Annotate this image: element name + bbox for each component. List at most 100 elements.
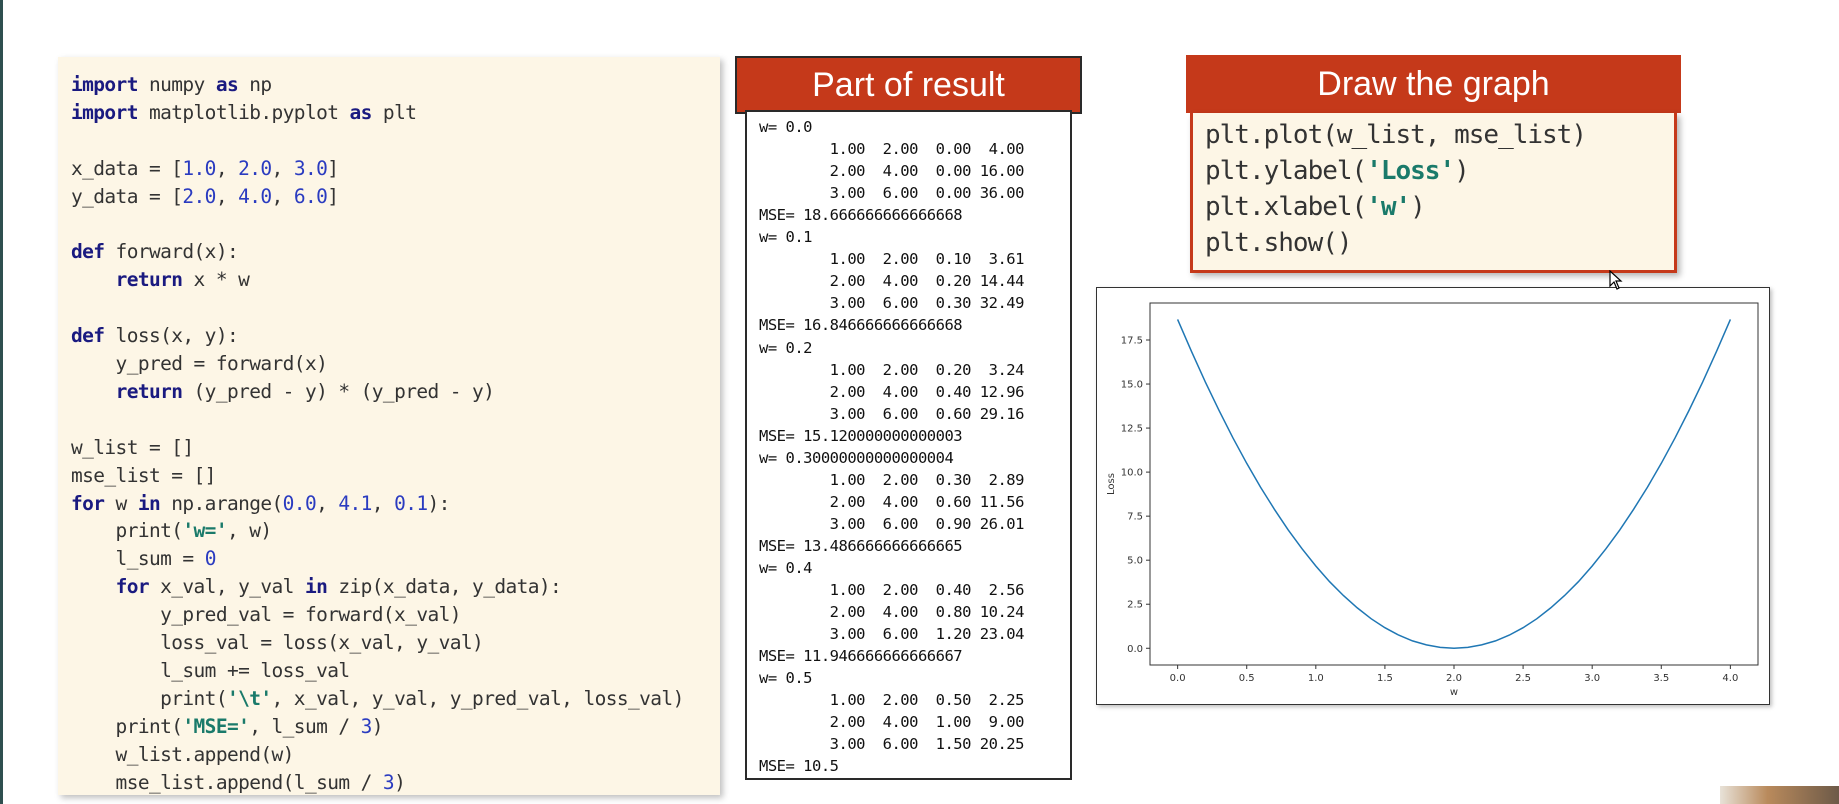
result-line: MSE= 15.120000000000003	[759, 426, 963, 445]
graph-code-box: plt.plot(w_list, mse_list) plt.ylabel('Lo…	[1190, 113, 1677, 273]
code-token: ,	[371, 491, 395, 515]
code-token: forward(x):	[104, 240, 239, 264]
code-token: as	[349, 100, 373, 124]
graph-code-line: plt.show()	[1205, 225, 1353, 261]
result-line: MSE= 13.486666666666665	[759, 536, 963, 555]
code-token: 4.1	[338, 491, 372, 515]
graph-title: Draw the graph	[1186, 55, 1681, 113]
code-token: for	[71, 491, 105, 515]
y-axis-label: Loss	[1106, 473, 1117, 495]
code-token: , w)	[226, 519, 272, 543]
graph-code-line: plt.xlabel('w')	[1205, 189, 1426, 225]
x-tick-label: 3.0	[1584, 673, 1600, 684]
code-line: import matplotlib.pyplot as plt	[71, 99, 417, 126]
y-tick-label: 7.5	[1127, 512, 1143, 523]
x-tick-label: 4.0	[1722, 673, 1738, 684]
code-token: x * w	[182, 268, 250, 292]
code-token: plt	[371, 100, 417, 124]
result-line: 2.00 4.00 0.40 12.96	[759, 382, 1025, 401]
code-line: def forward(x):	[71, 238, 239, 265]
code-token: mse_list = []	[71, 463, 216, 487]
code-line: l_sum = 0	[71, 545, 217, 572]
result-line: MSE= 11.946666666666667	[759, 647, 963, 666]
result-line: MSE= 18.666666666666668	[759, 206, 963, 225]
code-line: y_data = [2.0, 4.0, 6.0]	[71, 183, 339, 210]
y-tick-label: 5.0	[1127, 556, 1143, 567]
code-line: y_pred = forward(x)	[71, 350, 328, 377]
code-token: def	[71, 324, 105, 348]
code-token	[71, 575, 116, 598]
code-token: 'MSE='	[182, 714, 250, 738]
code-line: for w in np.arange(0.0, 4.1, 0.1):	[71, 490, 450, 517]
result-line: w= 0.4	[759, 559, 813, 577]
code-token: import	[71, 100, 138, 124]
plot-axes-frame	[1149, 302, 1759, 666]
code-token: print(	[71, 714, 183, 738]
code-token: matplotlib.pyplot	[137, 100, 350, 124]
code-token: loss_val = loss(x_val, y_val)	[71, 631, 484, 654]
y-tick-label: 10.0	[1121, 468, 1143, 479]
code-line: return x * w	[71, 266, 250, 293]
graph-code-line: plt.ylabel('Loss')	[1205, 153, 1470, 189]
code-line: return (y_pred - y) * (y_pred - y)	[71, 378, 495, 405]
result-line: 1.00 2.00 0.10 3.61	[759, 250, 1025, 269]
code-line: mse_list.append(l_sum / 3)	[71, 769, 406, 796]
code-line: w_list = []	[71, 434, 194, 461]
result-line: w= 0.5	[759, 669, 813, 688]
graph-code-line: plt.plot(w_list, mse_list)	[1205, 117, 1587, 153]
code-token: 6.0	[293, 184, 328, 208]
code-line: w_list.append(w)	[71, 741, 295, 768]
x-axis-label: w	[1450, 687, 1458, 698]
code-token: 'w='	[182, 519, 227, 543]
loss-chart-svg: 0.0 0.5 1.0 1.5 2.0 2.5 3.0 3.5 4.0 0.0 2.5 5.0 7.5 1…	[1106, 302, 1759, 698]
code-line: y_pred_val = forward(x_val)	[71, 601, 461, 628]
code-token: 3	[382, 770, 395, 794]
code-token: in	[304, 575, 328, 599]
code-token: )	[1454, 156, 1470, 186]
code-token: plt.ylabel(	[1205, 156, 1367, 186]
code-token: x_val, y_val	[148, 575, 305, 599]
result-line: 2.00 4.00 0.80 10.24	[759, 603, 1025, 622]
code-line: print('w=', w)	[71, 517, 273, 544]
code-token: w	[104, 491, 138, 515]
code-token: l_sum =	[71, 547, 205, 571]
code-token: '\t'	[226, 686, 272, 710]
code-line: loss_val = loss(x_val, y_val)	[71, 629, 484, 656]
code-token: ):	[427, 491, 451, 515]
code-token: ,	[215, 156, 239, 180]
code-token: 0.1	[394, 491, 428, 515]
mouse-cursor-icon	[1609, 270, 1623, 290]
code-token: 0	[204, 547, 217, 571]
x-tick-label: 0.5	[1239, 673, 1255, 684]
code-token: numpy	[137, 73, 216, 96]
result-line: 3.00 6.00 1.50 20.25	[759, 735, 1025, 754]
code-line: print('\t', x_val, y_val, y_pred_val, lo…	[71, 685, 684, 712]
result-line: w= 0.30000000000000004	[759, 448, 954, 467]
result-title: Part of result	[735, 56, 1082, 114]
code-token: def	[71, 240, 105, 264]
code-token: return	[115, 379, 183, 403]
result-line: 1.00 2.00 0.40 2.56	[759, 581, 1025, 600]
code-token: mse_list.append(l_sum /	[71, 770, 383, 794]
code-token: 0.0	[282, 491, 317, 515]
x-tick-label: 2.5	[1515, 673, 1531, 684]
code-token: 4.0	[238, 184, 272, 208]
code-token	[71, 380, 116, 403]
result-line: 1.00 2.00 0.30 2.89	[759, 470, 1025, 489]
result-line: w= 0.2	[759, 338, 813, 357]
code-token: ,	[271, 184, 294, 208]
result-line: 2.00 4.00 0.60 11.56	[759, 492, 1025, 511]
x-tick-label: 0.0	[1170, 673, 1186, 684]
result-line: MSE= 16.846666666666668	[759, 316, 963, 335]
code-token: ,	[271, 156, 294, 180]
code-token: 'Loss'	[1366, 156, 1455, 186]
code-token	[71, 268, 116, 291]
y-tick-label: 0.0	[1127, 644, 1143, 655]
y-tick-label: 2.5	[1127, 600, 1143, 611]
code-line: import numpy as np	[71, 71, 272, 98]
code-line: l_sum += loss_val	[71, 657, 350, 684]
code-token: ]	[327, 184, 339, 208]
loss-plot: 0.0 0.5 1.0 1.5 2.0 2.5 3.0 3.5 4.0 0.0 2.5 5.0 7.5 1…	[1096, 287, 1770, 705]
code-token: plt.show()	[1205, 228, 1353, 258]
code-token: )	[371, 714, 384, 738]
